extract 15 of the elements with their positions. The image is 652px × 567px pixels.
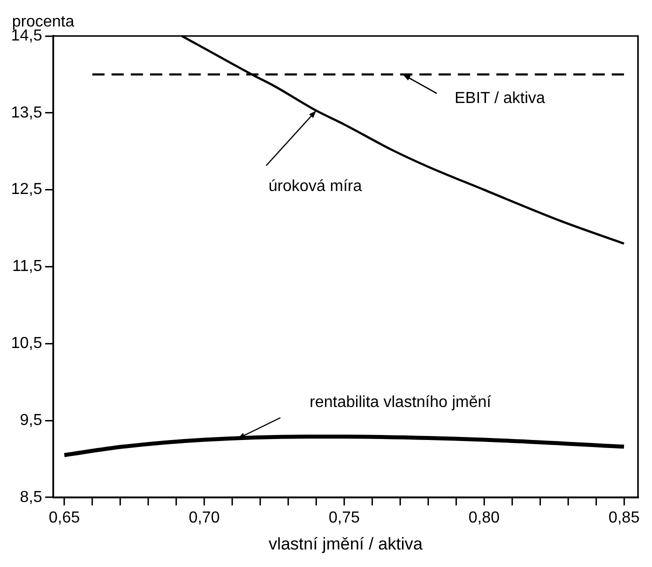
y-tick-label: 8,5 (20, 488, 42, 506)
x-tick-label: 0,80 (468, 509, 500, 526)
y-tick-label: 9,5 (20, 412, 42, 429)
x-axis-title: vlastní jmění / aktiva (268, 534, 424, 554)
y-tick-label: 12,5 (11, 181, 42, 198)
y-tick-label: 10,5 (11, 335, 42, 352)
y-tick-label: 13,5 (11, 104, 42, 122)
text: úroková míra (268, 178, 362, 195)
x-tick-label: 0,65 (48, 509, 80, 526)
series-label: rentabilita vlastního jmění (310, 394, 492, 412)
x-tick-label: 0,70 (188, 509, 220, 526)
series-label: EBIT / aktiva (454, 90, 546, 107)
y-tick-label: 11,5 (12, 258, 42, 276)
x-tick-label: 0,75 (328, 509, 360, 526)
x-tick-label: 0,85 (608, 509, 640, 526)
